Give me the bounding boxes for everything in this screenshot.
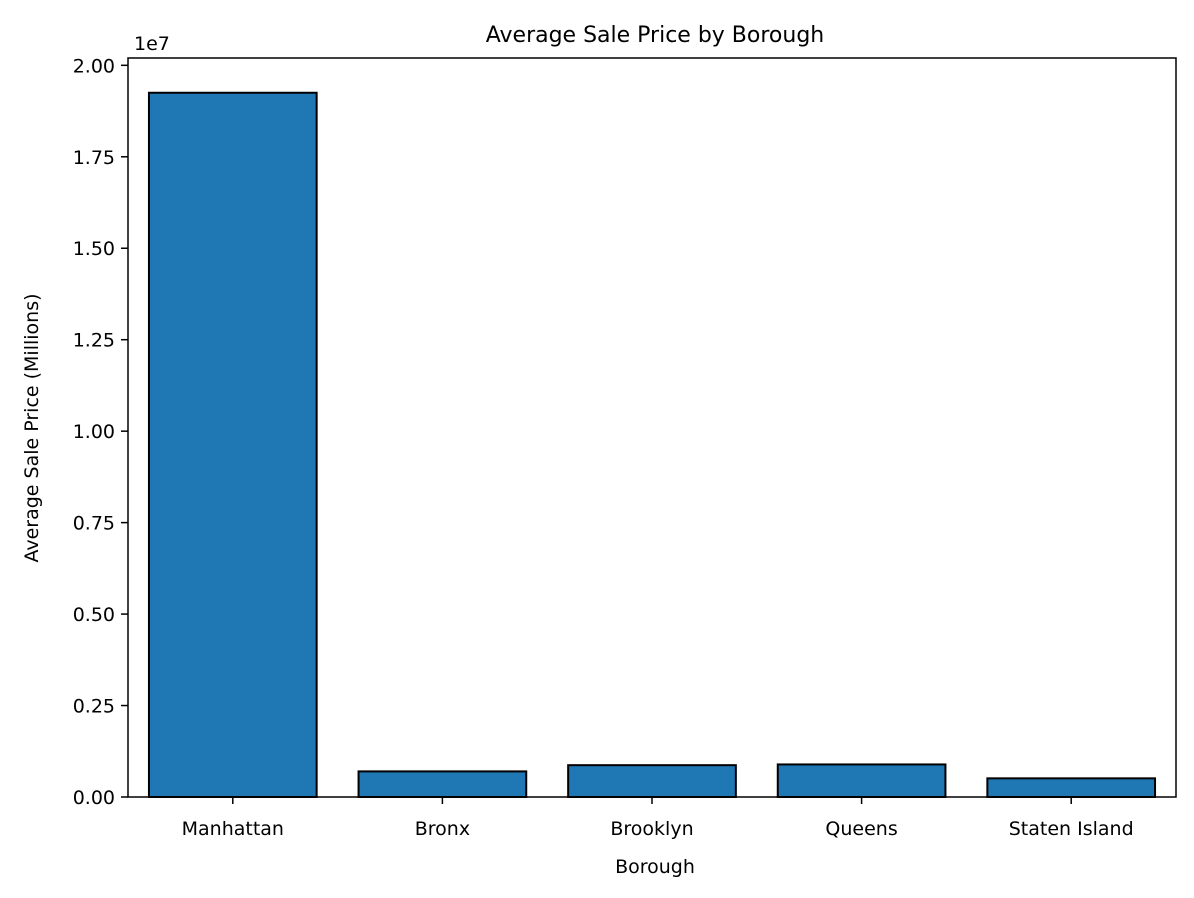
x-tick-label: Bronx (415, 818, 470, 840)
y-tick-label: 1.25 (73, 330, 115, 352)
bar-bronx (357, 770, 528, 799)
x-tick-label: Manhattan (182, 818, 284, 840)
bar-brooklyn (567, 764, 737, 798)
bar-manhattan (147, 91, 318, 799)
y-axis-offset-label: 1e7 (134, 33, 170, 55)
x-axis: Manhattan Bronx Brooklyn Queens Staten Islan… (182, 797, 1134, 840)
chart-title: Average Sale Price by Borough (486, 23, 825, 48)
y-tick-label: 1.50 (73, 238, 115, 260)
y-tick-label: 0.50 (73, 604, 115, 626)
y-tick-label: 0.25 (73, 696, 115, 718)
y-tick-label: 0.75 (73, 513, 115, 535)
x-tick-label: Brooklyn (610, 818, 693, 840)
bar-staten-island (986, 777, 1157, 799)
y-tick-label: 2.00 (73, 55, 115, 77)
bar-queens (776, 763, 947, 799)
bars-group (147, 91, 1157, 799)
y-axis: 0.00 0.25 0.50 0.75 1.00 1.25 1.50 1.75 2.00 (73, 55, 128, 809)
y-tick-label: 0.00 (73, 787, 115, 809)
y-tick-label: 1.75 (73, 147, 115, 169)
x-tick-label: Staten Island (1009, 818, 1134, 840)
x-tick-label: Queens (825, 818, 897, 840)
y-axis-label: Average Sale Price (Millions) (21, 293, 43, 562)
y-tick-label: 1.00 (73, 421, 115, 443)
x-axis-label: Borough (615, 856, 695, 878)
plot-frame (127, 57, 1177, 798)
